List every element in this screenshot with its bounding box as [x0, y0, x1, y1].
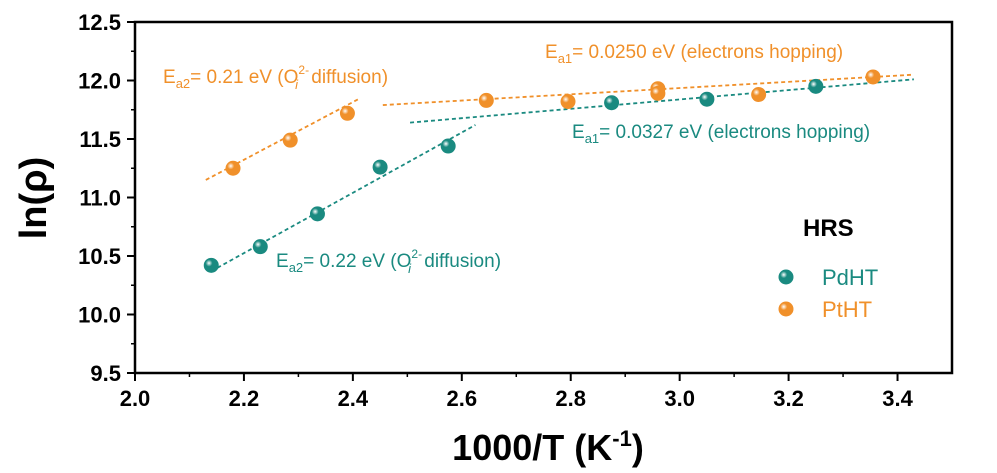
y-tick-label: 12.0	[78, 69, 121, 94]
x-tick-label: 3.2	[773, 386, 804, 411]
x-tick-label: 2.2	[229, 386, 260, 411]
legend: HRS PdHT PtHT	[778, 215, 878, 322]
x-axis-title-sup: -1	[612, 426, 632, 451]
x-axis: 2.0 2.2 2.4 2.6 2.8 3.0 3.2 3.4	[120, 373, 914, 411]
x-tick-label: 3.4	[882, 386, 913, 411]
legend-title: HRS	[803, 215, 854, 242]
fit-line-pdht	[409, 78, 914, 124]
y-tick-label: 12.5	[78, 10, 121, 35]
legend-label-ptht: PtHT	[822, 297, 872, 322]
x-tick-label: 3.0	[664, 386, 695, 411]
y-axis: 9.5 10.0 10.5 11.0 11.5 12.0 12.5	[78, 10, 135, 386]
x-axis-title-main: 1000/T (K	[452, 427, 612, 468]
point-ptht	[865, 69, 881, 85]
fit-line-pdht	[210, 124, 476, 272]
x-tick-label: 2.4	[338, 386, 369, 411]
annotation-pdht-ea1: Ea1= 0.0327 eV (electrons hopping)	[572, 122, 870, 146]
point-ptht	[225, 160, 241, 176]
x-tick-label: 2.0	[120, 386, 151, 411]
point-ptht	[478, 92, 494, 108]
point-ptht	[751, 87, 767, 103]
y-tick-label: 10.0	[78, 303, 121, 328]
fit-line-ptht	[382, 73, 914, 106]
point-pdht	[203, 257, 219, 273]
y-tick-label: 11.5	[79, 127, 121, 152]
point-ptht	[650, 85, 666, 101]
legend-marker-pdht	[778, 269, 794, 285]
point-pdht	[604, 95, 620, 111]
y-tick-label: 10.5	[78, 244, 121, 269]
point-pdht	[440, 138, 456, 154]
y-axis-title: ln(ρ)	[13, 157, 55, 240]
y-tick-label: 9.5	[90, 361, 121, 386]
annotation-ptht-ea1: Ea1= 0.0250 eV (electrons hopping)	[545, 42, 843, 66]
x-axis-title: 1000/T (K-1)	[452, 426, 644, 468]
point-pdht	[252, 239, 268, 255]
data-points	[203, 69, 881, 273]
x-axis-title-close: )	[632, 427, 644, 468]
legend-label-pdht: PdHT	[822, 265, 878, 290]
point-pdht	[372, 159, 388, 175]
point-ptht	[339, 105, 355, 121]
annotation-ptht-ea2: Ea2= 0.21 eV (O2-i diffusion)	[163, 63, 388, 92]
x-tick-label: 2.6	[447, 386, 478, 411]
point-pdht	[309, 206, 325, 222]
point-ptht	[560, 94, 576, 110]
annotation-pdht-ea2: Ea2= 0.22 eV (O2-i diffusion)	[276, 247, 501, 276]
y-tick-label: 11.0	[79, 186, 121, 211]
x-tick-label: 2.8	[555, 386, 586, 411]
point-ptht	[282, 132, 298, 148]
legend-marker-ptht	[778, 301, 794, 317]
point-pdht	[808, 78, 824, 94]
point-pdht	[699, 91, 715, 107]
